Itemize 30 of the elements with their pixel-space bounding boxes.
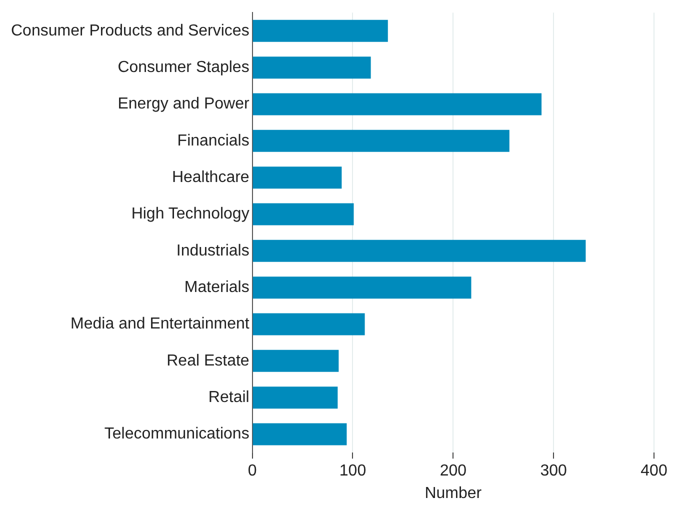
y-tick-label: Telecommunications [104,426,250,443]
y-tick-label: Industrials [176,242,250,260]
x-tick-label: 0 [248,462,257,480]
y-tick-label: Consumer Staples [118,59,250,76]
y-tick-label: Media and Entertainment [70,316,250,333]
y-tick-label: Energy and Power [118,96,250,113]
bar [252,240,586,262]
y-tick-label: Healthcare [172,169,250,186]
bar [252,386,338,409]
bar [252,423,347,446]
x-tick-label: 400 [640,462,668,480]
bar [252,130,510,152]
y-tick-label: Retail [208,389,250,406]
bar [252,203,354,226]
x-axis-title: Number [424,484,482,502]
y-tick-label: Consumer Products and Services [11,22,250,40]
bar [252,56,371,79]
bar [252,20,388,42]
x-tick-label: 100 [339,462,366,480]
y-tick-label: Materials [184,279,250,296]
x-tick-label: 200 [440,462,467,480]
bar [252,93,542,116]
x-tick-label: 300 [540,462,568,480]
y-tick-label: Financials [177,132,250,150]
y-tick-label: High Technology [131,206,250,223]
bar [252,350,339,372]
y-tick-label: Real Estate [166,352,250,370]
bar [252,313,365,336]
bar [252,166,342,189]
bar [252,276,472,299]
